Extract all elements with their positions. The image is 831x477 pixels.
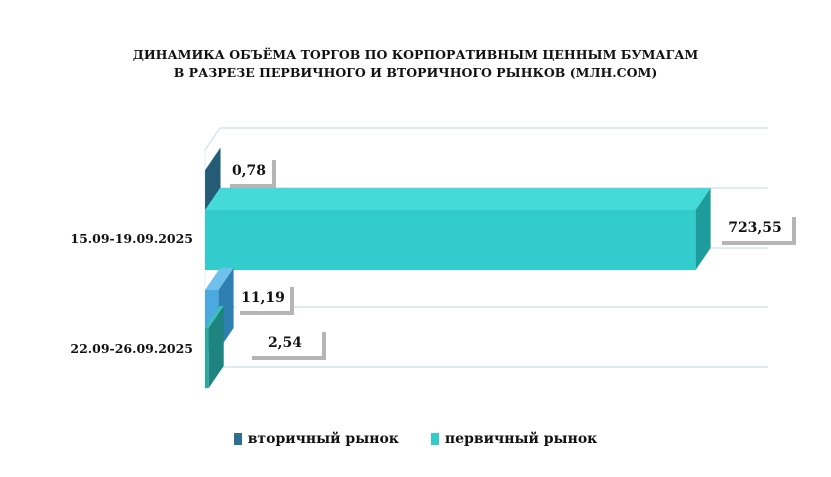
- legend-item-primary: первичный рынок: [430, 431, 598, 447]
- bar-secondary-row1-front: [205, 170, 206, 230]
- chart-title: ДИНАМИКА ОБЪЁМА ТОРГОВ ПО КОРПОРАТИВНЫМ …: [0, 46, 831, 82]
- data-label-primary-row2-box: [248, 328, 322, 356]
- category-label-1: 15.09-19.09.2025: [70, 231, 193, 246]
- data-label-secondary-row1-box: [226, 156, 272, 184]
- data-label-secondary-row2-box: [236, 283, 290, 311]
- legend: вторичный рынок первичный рынок: [0, 431, 831, 447]
- category-label-2: 22.09-26.09.2025: [70, 341, 193, 356]
- bar-secondary-row1-top: [205, 148, 221, 170]
- gridline-depth: [204, 127, 221, 151]
- legend-label-primary: первичный рынок: [444, 431, 598, 447]
- data-label-secondary-row1: 0,78: [232, 163, 266, 179]
- bar-primary-row2-side: [208, 306, 224, 388]
- data-label-primary-row1-box: [718, 213, 792, 241]
- legend-item-secondary: вторичный рынок: [233, 431, 399, 447]
- legend-swatch-secondary: [233, 433, 242, 445]
- bar-secondary-row2-top: [205, 268, 234, 290]
- bar-primary-row1-side: [695, 188, 711, 270]
- data-label-primary-row1: 723,55: [728, 220, 782, 236]
- chart-title-line-2: В РАЗРЕЗЕ ПЕРВИЧНОГО И ВТОРИЧНОГО РЫНКОВ…: [173, 65, 658, 80]
- bar-primary-row1-top: [205, 188, 711, 210]
- data-label-secondary-row2: 11,19: [241, 290, 285, 306]
- chart-title-line-1: ДИНАМИКА ОБЪЁМА ТОРГОВ ПО КОРПОРАТИВНЫМ …: [132, 47, 699, 62]
- data-label-primary-row2: 2,54: [268, 335, 302, 351]
- bar-primary-row2-top: [205, 306, 224, 328]
- legend-label-secondary: вторичный рынок: [247, 431, 399, 447]
- legend-swatch-primary: [430, 433, 439, 445]
- bar-primary-row1-front: [205, 210, 696, 270]
- bar-primary-row2-front: [205, 328, 209, 388]
